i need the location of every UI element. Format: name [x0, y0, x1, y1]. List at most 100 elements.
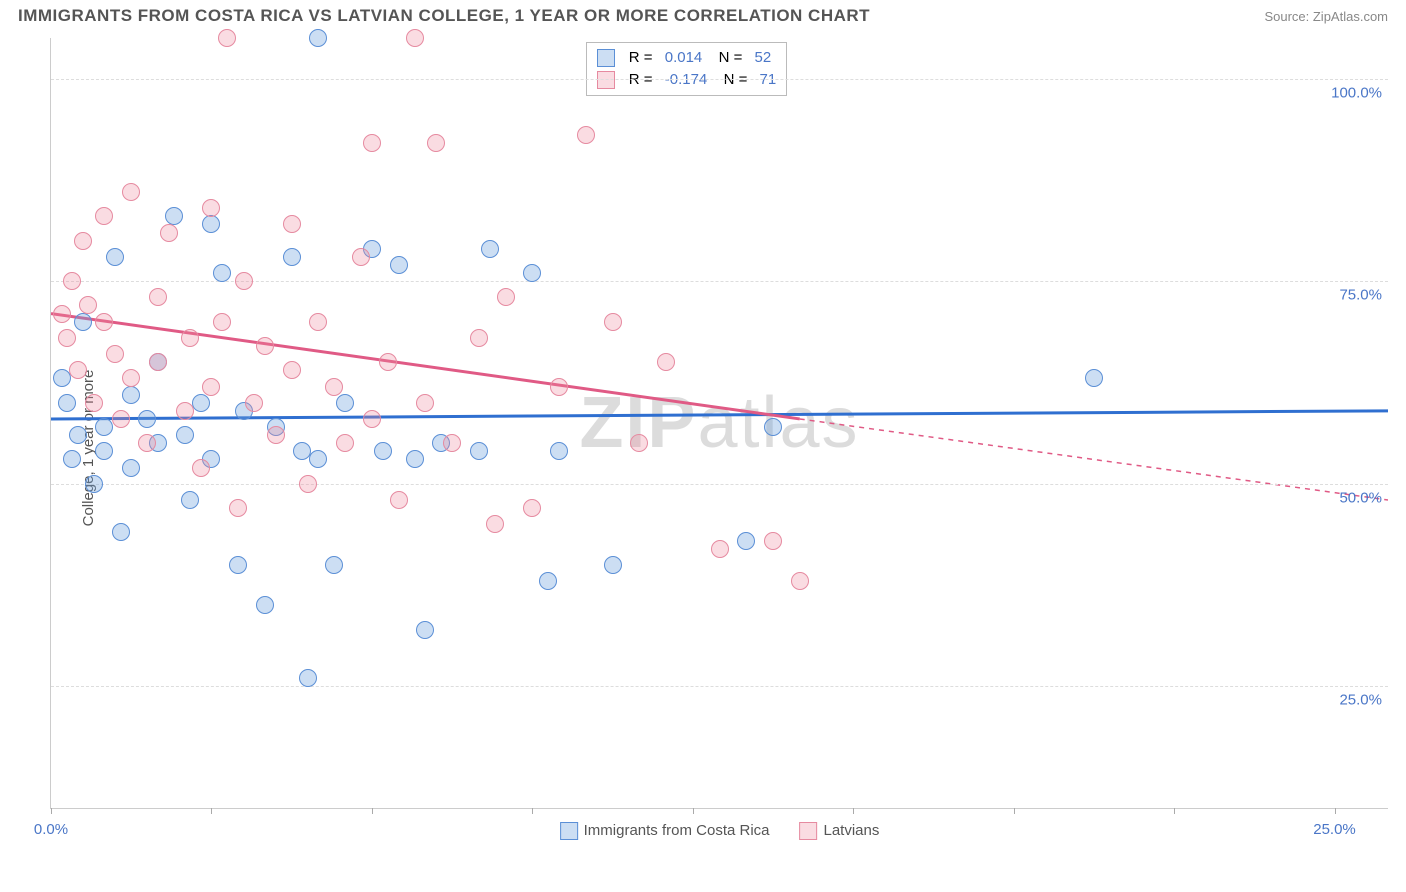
x-tick: [1335, 808, 1336, 814]
data-point: [176, 402, 194, 420]
data-point: [737, 532, 755, 550]
data-point: [406, 450, 424, 468]
chart-title: IMMIGRANTS FROM COSTA RICA VS LATVIAN CO…: [18, 6, 870, 26]
x-tick-label: 0.0%: [34, 821, 68, 838]
data-point: [85, 394, 103, 412]
data-point: [122, 183, 140, 201]
data-point: [63, 450, 81, 468]
legend-item: Immigrants from Costa Rica: [560, 822, 770, 840]
data-point: [181, 329, 199, 347]
data-point: [213, 264, 231, 282]
data-point: [1085, 369, 1103, 387]
data-point: [95, 207, 113, 225]
data-point: [764, 418, 782, 436]
data-point: [657, 353, 675, 371]
data-point: [309, 450, 327, 468]
data-point: [192, 394, 210, 412]
data-point: [149, 353, 167, 371]
data-point: [122, 386, 140, 404]
stats-legend: R = 0.014 N = 52R = -0.174 N = 71: [586, 42, 787, 96]
data-point: [122, 459, 140, 477]
data-point: [390, 256, 408, 274]
stats-row: R = 0.014 N = 52: [597, 47, 776, 69]
data-point: [390, 491, 408, 509]
data-point: [791, 572, 809, 590]
data-point: [630, 434, 648, 452]
x-tick: [1014, 808, 1015, 814]
data-point: [283, 248, 301, 266]
data-point: [218, 29, 236, 47]
series-legend: Immigrants from Costa RicaLatvians: [560, 822, 880, 840]
data-point: [427, 134, 445, 152]
data-point: [106, 345, 124, 363]
x-tick: [853, 808, 854, 814]
stats-row: R = -0.174 N = 71: [597, 69, 776, 91]
data-point: [604, 313, 622, 331]
gridline: [51, 79, 1388, 80]
data-point: [256, 596, 274, 614]
data-point: [202, 199, 220, 217]
y-tick-label: 50.0%: [1339, 489, 1382, 506]
data-point: [325, 378, 343, 396]
data-point: [406, 29, 424, 47]
chart-header: IMMIGRANTS FROM COSTA RICA VS LATVIAN CO…: [0, 0, 1406, 28]
data-point: [443, 434, 461, 452]
data-point: [74, 232, 92, 250]
data-point: [192, 459, 210, 477]
data-point: [112, 410, 130, 428]
data-point: [58, 329, 76, 347]
data-point: [604, 556, 622, 574]
plot-area: ZIPatlas R = 0.014 N = 52R = -0.174 N = …: [50, 38, 1388, 809]
data-point: [85, 475, 103, 493]
data-point: [363, 410, 381, 428]
data-point: [256, 337, 274, 355]
data-point: [283, 215, 301, 233]
data-point: [229, 499, 247, 517]
x-tick: [51, 808, 52, 814]
data-point: [267, 426, 285, 444]
data-point: [95, 442, 113, 460]
data-point: [245, 394, 263, 412]
data-point: [352, 248, 370, 266]
data-point: [181, 491, 199, 509]
data-point: [309, 29, 327, 47]
data-point: [325, 556, 343, 574]
data-point: [69, 361, 87, 379]
data-point: [416, 621, 434, 639]
y-tick-label: 25.0%: [1339, 692, 1382, 709]
data-point: [138, 434, 156, 452]
data-point: [379, 353, 397, 371]
data-point: [497, 288, 515, 306]
x-tick: [1174, 808, 1175, 814]
data-point: [299, 475, 317, 493]
data-point: [79, 296, 97, 314]
x-tick-label: 25.0%: [1313, 821, 1356, 838]
data-point: [58, 394, 76, 412]
data-point: [550, 442, 568, 460]
data-point: [374, 442, 392, 460]
data-point: [235, 272, 253, 290]
data-point: [577, 126, 595, 144]
data-point: [176, 426, 194, 444]
y-tick-label: 75.0%: [1339, 287, 1382, 304]
data-point: [336, 434, 354, 452]
data-point: [550, 378, 568, 396]
data-point: [363, 134, 381, 152]
x-tick: [211, 808, 212, 814]
data-point: [299, 669, 317, 687]
source-label: Source: ZipAtlas.com: [1264, 9, 1388, 24]
data-point: [74, 313, 92, 331]
data-point: [481, 240, 499, 258]
data-point: [523, 264, 541, 282]
data-point: [336, 394, 354, 412]
x-tick: [693, 808, 694, 814]
data-point: [470, 329, 488, 347]
y-tick-label: 100.0%: [1331, 84, 1382, 101]
data-point: [416, 394, 434, 412]
data-point: [106, 248, 124, 266]
data-point: [711, 540, 729, 558]
data-point: [486, 515, 504, 533]
data-point: [213, 313, 231, 331]
data-point: [229, 556, 247, 574]
data-point: [539, 572, 557, 590]
